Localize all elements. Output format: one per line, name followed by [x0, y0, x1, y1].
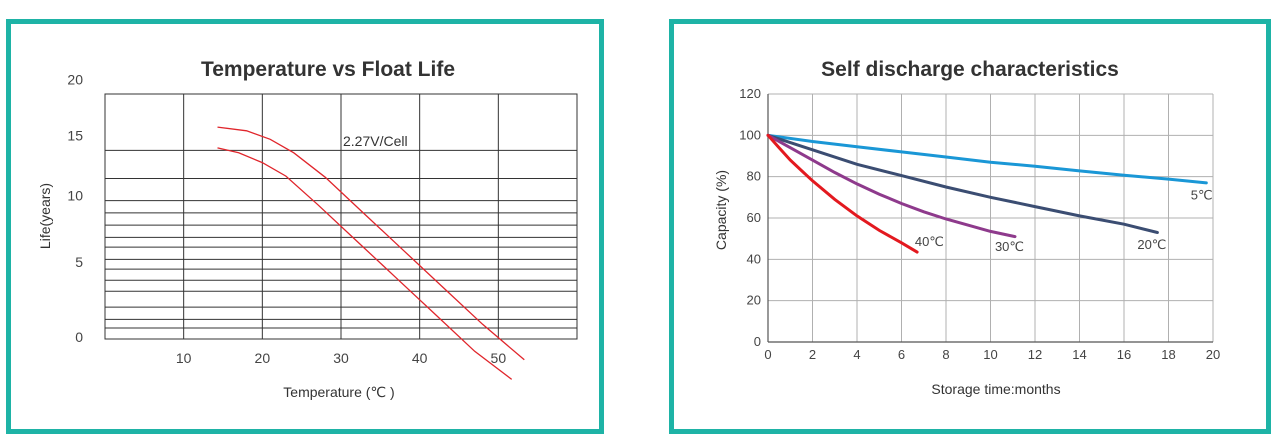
y-tick-label: 0 [75, 329, 83, 345]
x-tick-label: 6 [898, 347, 905, 362]
y-tick-label: 80 [747, 169, 761, 184]
x-tick-label: 4 [853, 347, 860, 362]
float-life-chart-panel: Temperature vs Float Life 10 20 30 40 50 0 5 10… [6, 19, 604, 434]
x-tick-label: 8 [942, 347, 949, 362]
voltage-annotation: 2.27V/Cell [343, 133, 408, 149]
line-5c [766, 133, 1208, 185]
y-tick-label: 5 [75, 254, 83, 270]
y-tick-label: 20 [747, 293, 761, 308]
chart-grid [104, 93, 578, 340]
y-tick-label: 100 [739, 127, 761, 142]
x-axis-label: Temperature (℃ ) [283, 384, 394, 400]
y-tick-label: 20 [67, 71, 83, 87]
x-tick-label: 10 [176, 350, 192, 366]
x-axis-label: Storage time:months [931, 381, 1060, 397]
y-tick-label: 60 [747, 210, 761, 225]
chart-title: Self discharge characteristics [821, 58, 1119, 81]
float-life-line [217, 126, 525, 361]
line-30c [766, 133, 1017, 239]
x-tick-label: 16 [1117, 347, 1131, 362]
float-life-chart: Temperature vs Float Life 10 20 30 40 500510… [37, 58, 578, 400]
y-tick-label: 0 [754, 334, 761, 349]
series-label: 40℃ [915, 234, 944, 249]
x-tick-label: 20 [1206, 347, 1220, 362]
self-discharge-chart: Self discharge characteristics 0 2 4 6 8 10 12… [713, 58, 1220, 397]
y-tick-label: 40 [747, 251, 761, 266]
axis-ticks: 10 20 30 40 50 0 5 10 15 20 [67, 71, 506, 366]
y-axis-label: Capacity (%) [713, 170, 729, 250]
chart-title: Temperature vs Float Life [201, 58, 455, 81]
y-axis-label: Life(years) [37, 183, 53, 249]
x-tick-label: 10 [983, 347, 997, 362]
x-tick-label: 12 [1028, 347, 1042, 362]
self-discharge-chart-panel: Self discharge characteristics 0 2 4 6 8 10 12… [669, 19, 1271, 434]
line-20c [766, 133, 1159, 234]
x-tick-label: 50 [491, 350, 507, 366]
x-tick-label: 0 [764, 347, 771, 362]
chart-lines [766, 133, 1208, 254]
x-tick-label: 30 [333, 350, 349, 366]
x-tick-label: 40 [412, 350, 428, 366]
axis-ticks: 0 2 4 6 8 10 12 14 16 18 20 0 20 40 60 80 100 120 [739, 86, 1220, 362]
x-tick-label: 20 [255, 350, 271, 366]
line-40c [766, 133, 919, 254]
series-label: 20℃ [1137, 237, 1166, 252]
y-tick-label: 15 [67, 128, 83, 144]
series-labels: 5℃ 20℃ 30℃ 40℃ [915, 187, 1213, 254]
float-life-line [217, 147, 513, 380]
chart-grid [767, 93, 1214, 343]
y-tick-label: 120 [739, 86, 761, 101]
x-tick-label: 18 [1161, 347, 1175, 362]
x-tick-label: 2 [809, 347, 816, 362]
chart-lines [217, 126, 525, 380]
series-label: 5℃ [1191, 187, 1213, 202]
y-tick-label: 10 [67, 188, 83, 204]
x-tick-label: 14 [1072, 347, 1086, 362]
series-label: 30℃ [995, 239, 1024, 254]
